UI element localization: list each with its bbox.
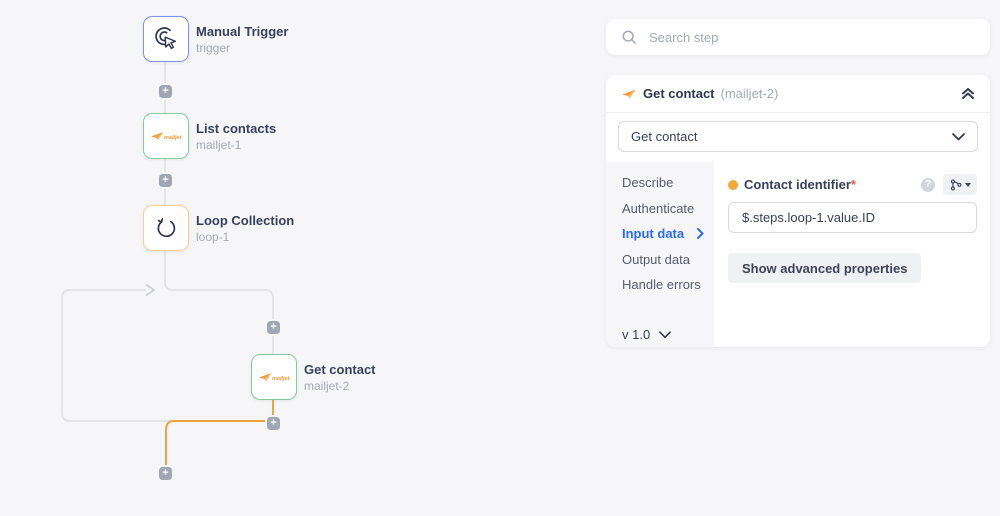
connector-loop-back: [61, 289, 172, 422]
required-asterisk: *: [850, 177, 856, 192]
tab-authenticate[interactable]: Authenticate: [622, 200, 695, 216]
add-step-button[interactable]: +: [267, 417, 280, 430]
step-header: Get contact (mailjet-2): [606, 75, 990, 113]
node-title: List contacts: [196, 121, 277, 136]
node-loop-collection[interactable]: [143, 205, 189, 251]
node-subtitle: trigger: [196, 41, 231, 55]
tab-describe[interactable]: Describe: [622, 175, 674, 190]
node-list-contacts[interactable]: mailjet: [143, 113, 189, 159]
chevron-double-up-icon: [962, 88, 974, 99]
loop-back-arrowhead-icon: [145, 283, 155, 297]
node-manual-trigger[interactable]: [143, 16, 189, 62]
search-step-input[interactable]: [647, 28, 990, 46]
tab-output-data[interactable]: Output data: [622, 251, 690, 267]
node-label-get-contact: Get contact mailjet-2: [304, 362, 376, 393]
field-label: Contact identifier*: [744, 177, 856, 192]
node-title: Manual Trigger: [196, 24, 289, 39]
show-advanced-properties-button[interactable]: Show advanced properties: [728, 253, 922, 283]
mailjet-icon: [622, 89, 636, 99]
contact-identifier-input[interactable]: [728, 202, 977, 233]
step-config-panel: Get contact (mailjet-2) Get contact Desc…: [606, 75, 990, 347]
tab-input-data[interactable]: Input data: [622, 225, 704, 242]
node-get-contact[interactable]: mailjet: [251, 354, 297, 400]
connector-loop-getcontact: [164, 249, 274, 354]
version-selector[interactable]: v 1.0: [622, 327, 672, 342]
search-icon: [622, 30, 636, 44]
loop-icon: [157, 218, 176, 238]
input-data-content: Contact identifier* ? Show advanced prop…: [714, 162, 990, 347]
node-subtitle: mailjet-1: [196, 138, 242, 152]
step-body: Describe Authenticate Input data Output …: [606, 162, 990, 347]
svg-text:mailjet: mailjet: [272, 376, 290, 382]
node-subtitle: mailjet-2: [304, 379, 350, 393]
step-id: (mailjet-2): [720, 86, 779, 101]
action-select-value: Get contact: [631, 129, 698, 144]
action-select-row: Get contact: [606, 113, 990, 162]
node-label-manual-trigger: Manual Trigger trigger: [196, 24, 288, 55]
version-label: v 1.0: [622, 327, 651, 342]
collapse-panel-button[interactable]: [961, 87, 975, 100]
mailjet-icon: mailjet: [151, 132, 182, 141]
node-label-loop-collection: Loop Collection loop-1: [196, 213, 294, 244]
search-step-bar: [606, 19, 990, 55]
required-field-dot-icon: [728, 179, 738, 190]
add-step-button[interactable]: +: [159, 174, 172, 187]
caret-down-icon: [964, 182, 971, 187]
svg-text:mailjet: mailjet: [164, 135, 182, 141]
branch-icon: [950, 179, 961, 190]
connector-orange-branch: [165, 420, 273, 474]
tab-handle-errors[interactable]: Handle errors: [622, 277, 701, 292]
help-icon[interactable]: ?: [921, 177, 935, 192]
workflow-connectors: [61, 60, 274, 474]
add-step-button[interactable]: +: [267, 321, 280, 334]
expression-mode-button[interactable]: [943, 174, 977, 195]
node-title: Get contact: [304, 362, 376, 377]
add-step-button[interactable]: +: [159, 467, 172, 480]
chevron-right-icon: [697, 228, 704, 239]
mailjet-icon: mailjet: [259, 373, 290, 382]
node-subtitle: loop-1: [196, 230, 230, 244]
node-title: Loop Collection: [196, 213, 295, 228]
field-row-contact-identifier: Contact identifier* ?: [728, 174, 977, 195]
manual-trigger-icon: [155, 27, 177, 50]
node-label-list-contacts: List contacts mailjet-1: [196, 121, 276, 152]
chevron-down-icon: [659, 330, 672, 338]
chevron-down-icon: [952, 132, 965, 140]
step-tabs-sidebar: Describe Authenticate Input data Output …: [606, 162, 714, 347]
add-step-button[interactable]: +: [159, 85, 172, 98]
step-title: Get contact: [643, 86, 715, 101]
action-select[interactable]: Get contact: [618, 121, 978, 152]
